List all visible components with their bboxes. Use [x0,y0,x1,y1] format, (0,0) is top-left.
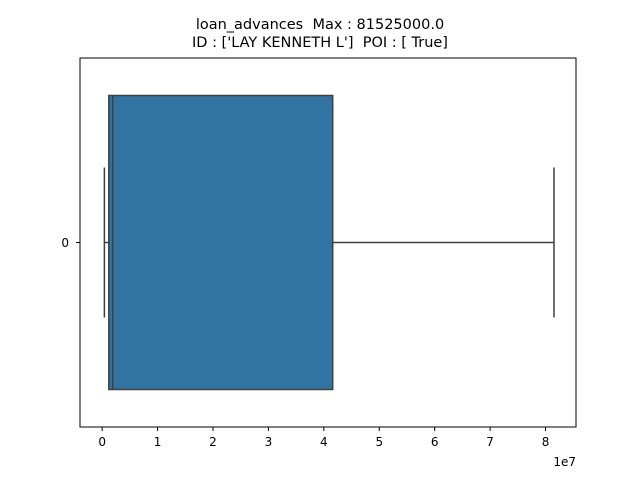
chart-title-line-2: ID : ['LAY KENNETH L'] POI : [ True] [192,35,448,51]
x-tick-label: 1 [154,435,162,449]
box-iqr [108,94,334,391]
plot-marks [103,94,555,391]
x-axis-offset-label: 1e7 [553,455,576,469]
y-axis: 0 [61,236,80,250]
x-tick-label: 6 [431,435,439,449]
x-tick-label: 8 [542,435,550,449]
x-tick-label: 5 [375,435,383,449]
x-axis: 0 1 2 3 4 5 6 7 8 [98,427,549,449]
x-tick-label: 2 [209,435,217,449]
x-tick-label: 3 [265,435,273,449]
y-tick-label: 0 [61,236,69,250]
x-tick-label: 4 [320,435,328,449]
chart-title-line-1: loan_advances Max : 81525000.0 [195,17,445,33]
x-tick-label: 7 [486,435,494,449]
x-tick-label: 0 [98,435,106,449]
